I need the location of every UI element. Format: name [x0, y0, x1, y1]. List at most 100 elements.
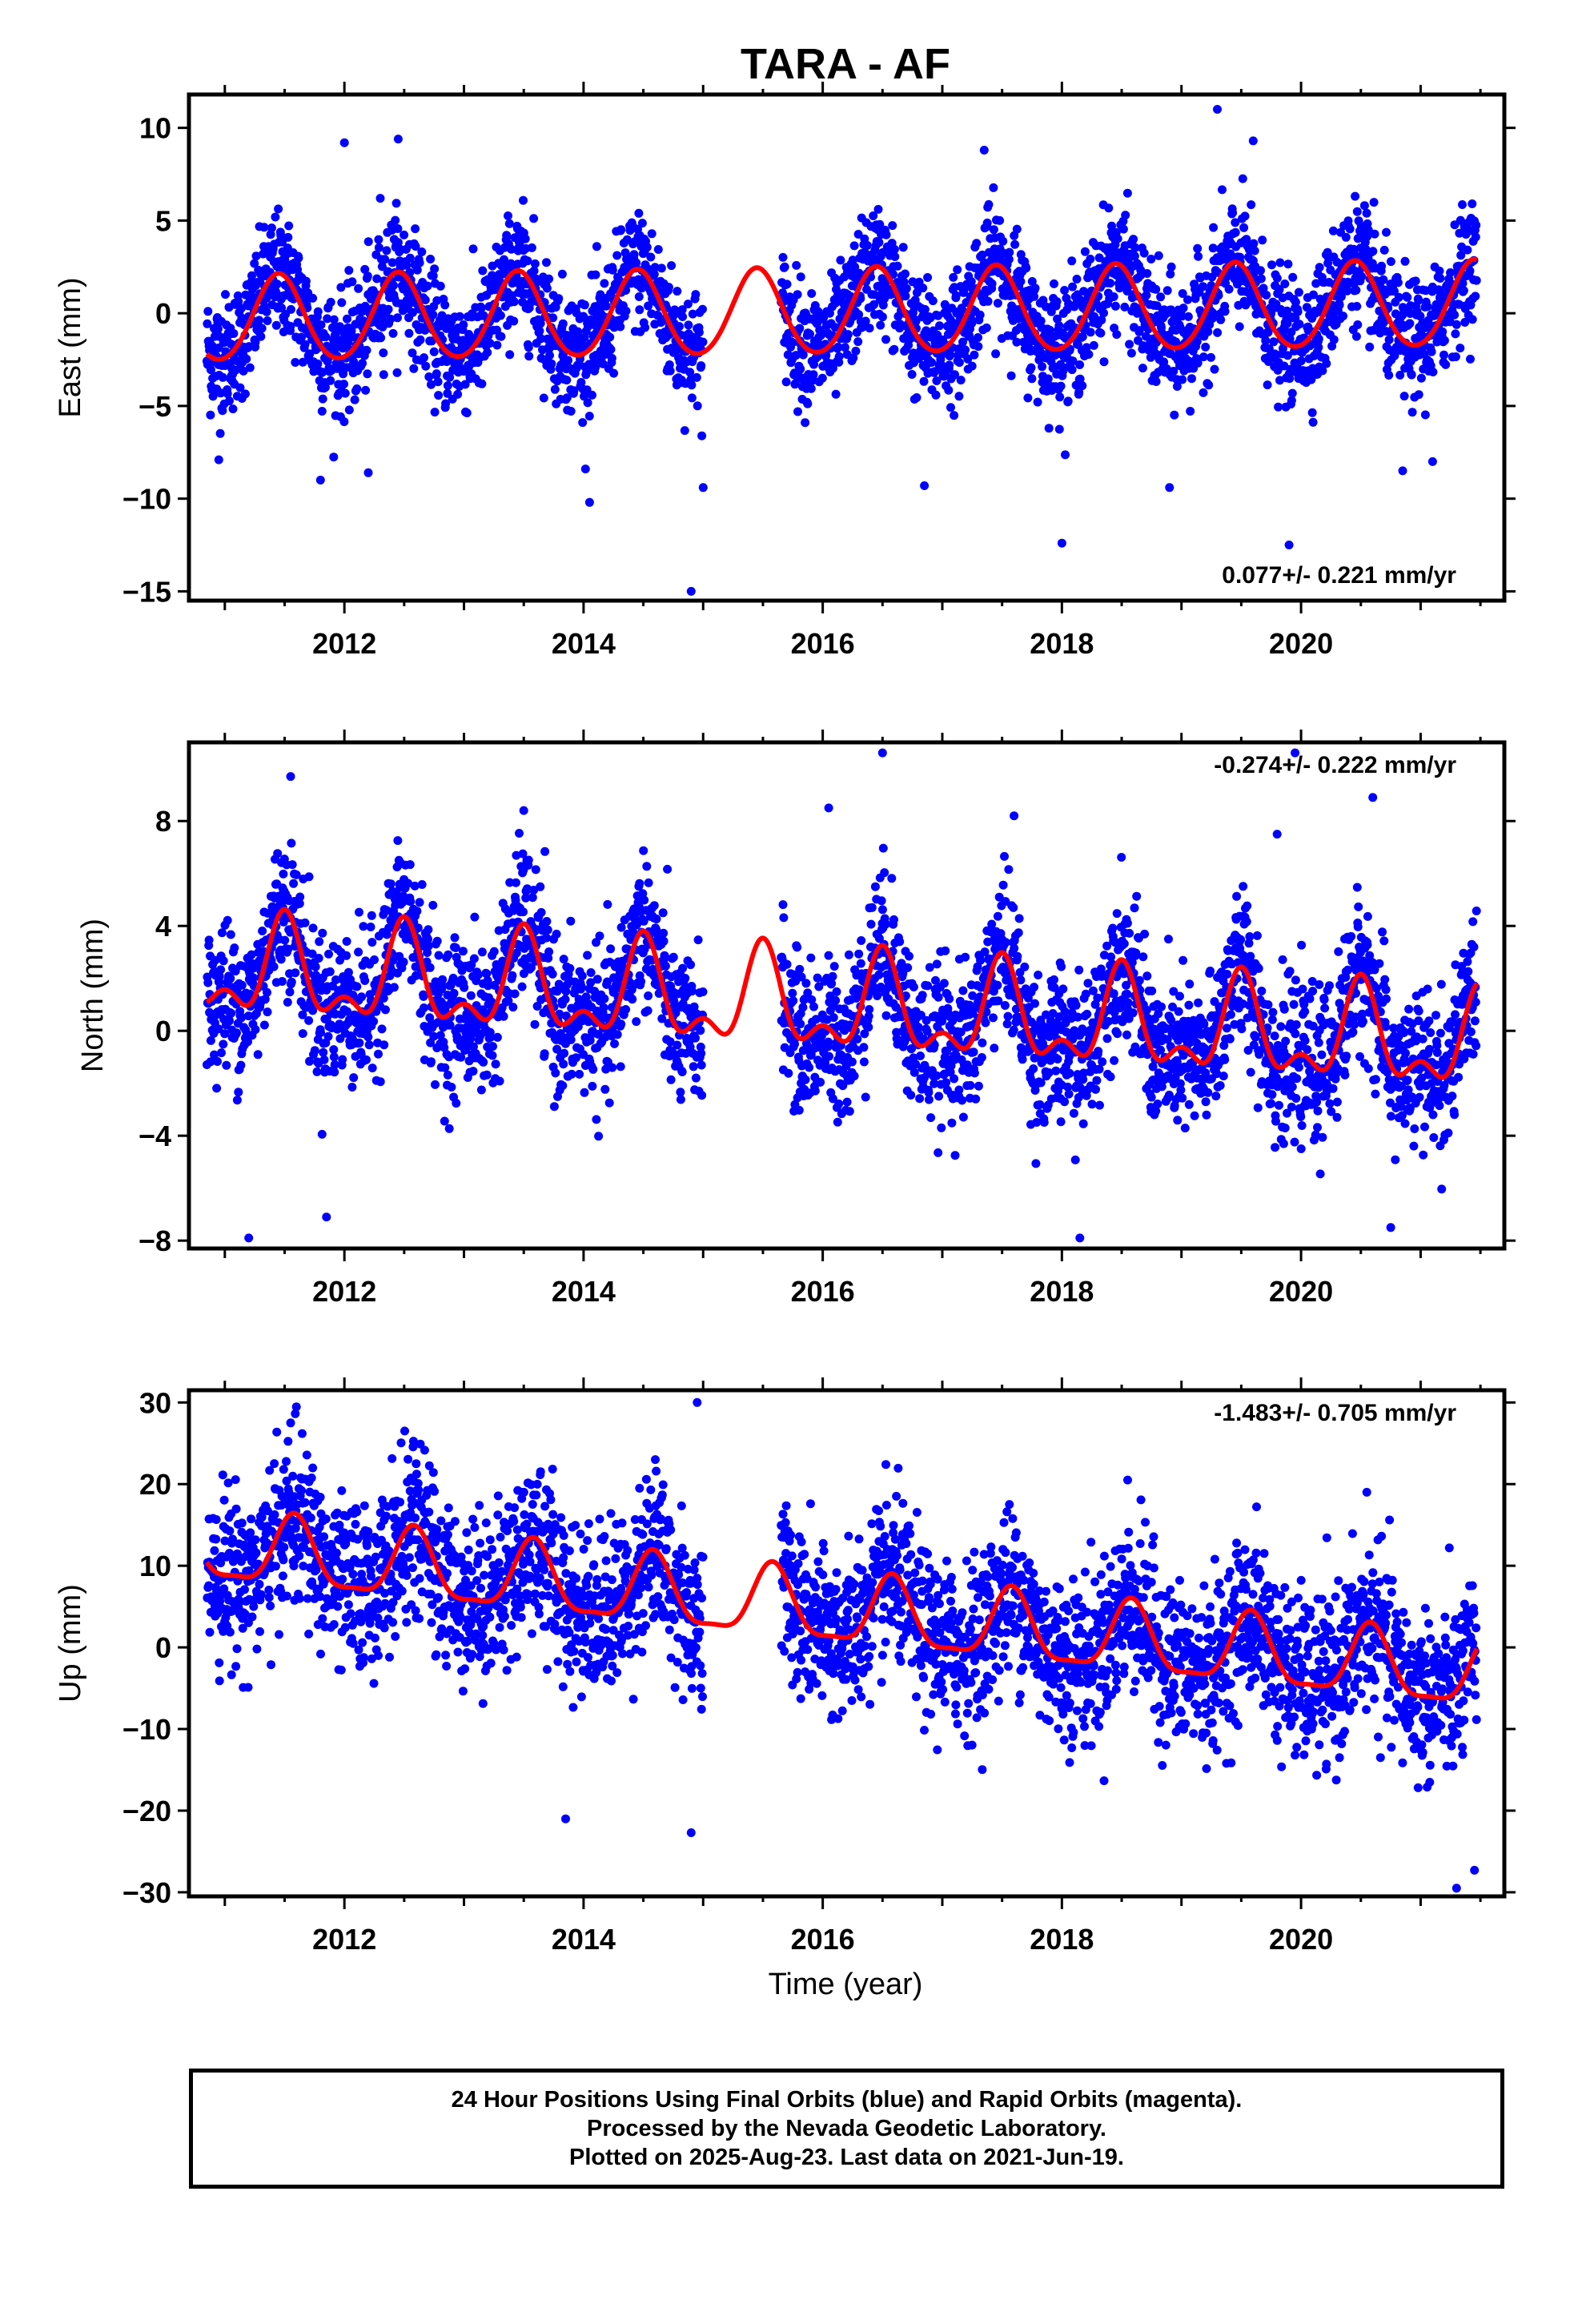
data-point: [1314, 334, 1323, 344]
data-point: [881, 230, 891, 239]
data-point: [468, 244, 478, 254]
data-point: [551, 1068, 560, 1078]
data-point: [647, 229, 656, 239]
data-point: [692, 372, 701, 382]
data-point: [954, 392, 964, 401]
data-point: [505, 350, 515, 360]
data-point: [792, 260, 801, 270]
data-point: [286, 322, 295, 331]
data-point: [420, 296, 430, 304]
data-point: [550, 384, 560, 394]
data-point: [1099, 357, 1109, 367]
data-point: [1086, 328, 1095, 337]
data-point: [565, 963, 575, 973]
data-point: [893, 261, 902, 271]
data-point: [1407, 408, 1417, 417]
data-point: [349, 1073, 359, 1083]
data-point: [520, 234, 530, 243]
data-point: [251, 337, 260, 347]
data-point: [653, 245, 663, 254]
data-point: [289, 879, 299, 888]
data-point: [845, 1107, 854, 1116]
data-point: [255, 316, 264, 325]
data-point: [697, 1091, 707, 1100]
data-point: [232, 1096, 242, 1105]
data-point: [833, 1117, 842, 1127]
data-point: [644, 878, 653, 887]
data-point: [557, 269, 567, 279]
data-point: [691, 290, 701, 300]
data-point: [304, 1015, 314, 1025]
data-point: [1352, 207, 1362, 216]
data-point: [659, 936, 669, 946]
data-point: [524, 855, 533, 865]
data-point: [536, 907, 546, 917]
data-point: [1151, 377, 1161, 386]
data-point: [350, 395, 359, 404]
data-point: [234, 1088, 243, 1097]
data-point: [1258, 235, 1267, 245]
data-point: [1061, 450, 1070, 460]
data-point: [680, 426, 689, 436]
data-point: [369, 1016, 379, 1026]
data-point: [253, 1050, 263, 1059]
data-point: [548, 969, 557, 979]
data-point: [1322, 359, 1331, 368]
data-point: [519, 195, 528, 205]
data-point: [1187, 374, 1196, 384]
data-point: [357, 992, 367, 1002]
data-point: [851, 346, 861, 356]
data-point: [320, 383, 330, 392]
outlier-point: [686, 586, 696, 596]
data-point: [402, 260, 412, 270]
data-point: [1329, 335, 1339, 344]
data-point: [829, 962, 839, 971]
data-point: [405, 253, 415, 263]
data-point: [1386, 257, 1395, 267]
data-point: [298, 357, 307, 367]
data-point: [1056, 381, 1066, 391]
data-point: [312, 1067, 322, 1076]
data-point: [1471, 232, 1480, 242]
data-point: [277, 304, 287, 312]
data-point: [263, 987, 271, 997]
data-point: [406, 897, 416, 907]
data-point: [982, 218, 992, 227]
data-point: [1275, 258, 1285, 267]
data-point: [242, 354, 251, 364]
data-point: [1403, 292, 1412, 302]
data-point: [473, 970, 483, 979]
data-point: [423, 281, 432, 291]
data-point: [779, 913, 789, 923]
data-point: [218, 406, 227, 416]
data-point: [694, 328, 704, 337]
data-point: [219, 956, 228, 966]
data-point: [445, 372, 455, 382]
data-point: [566, 916, 576, 926]
x-tick-label: 2016: [791, 627, 855, 660]
data-point: [687, 987, 697, 996]
data-point: [297, 332, 306, 342]
data-point: [1156, 292, 1166, 302]
data-point: [213, 1057, 222, 1066]
data-point: [935, 321, 944, 331]
data-point: [1218, 185, 1227, 195]
data-point: [391, 199, 401, 208]
data-point: [1341, 232, 1351, 242]
data-point: [554, 294, 564, 304]
data-point: [562, 393, 572, 403]
data-point: [285, 987, 295, 997]
data-point: [610, 1039, 619, 1048]
outlier-point: [1284, 541, 1294, 549]
data-point: [806, 384, 816, 393]
data-point: [450, 933, 460, 943]
data-point: [1287, 388, 1297, 398]
data-point: [203, 978, 213, 987]
data-point: [491, 1059, 500, 1069]
data-point: [363, 237, 373, 247]
data-point: [1247, 200, 1256, 210]
data-point: [542, 917, 552, 926]
data-point: [355, 907, 363, 917]
data-point: [612, 251, 622, 260]
data-point: [693, 401, 702, 411]
